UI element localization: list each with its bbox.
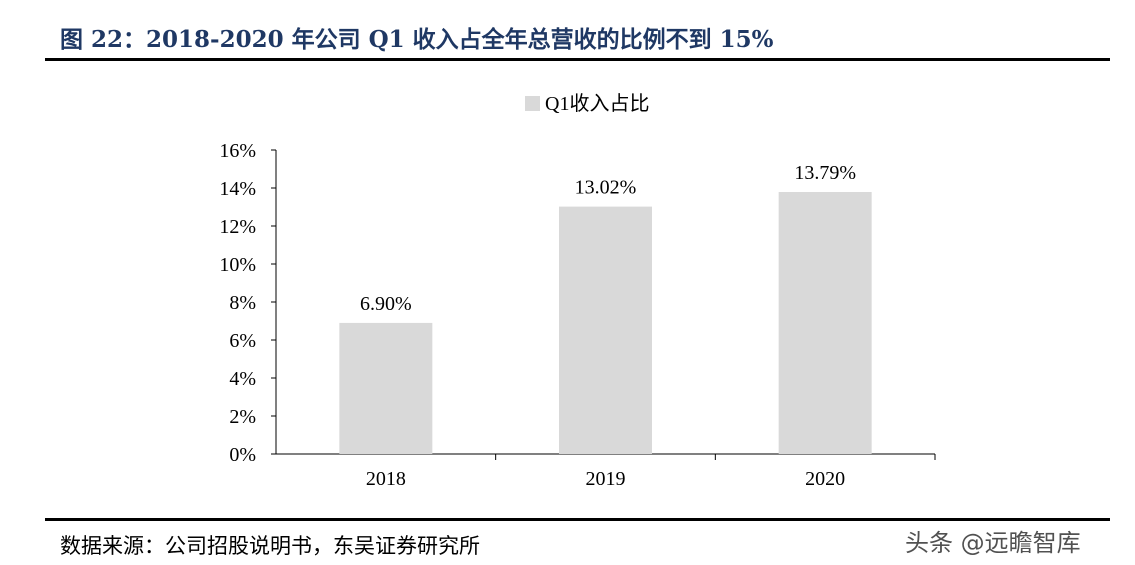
top-divider (45, 58, 1110, 61)
y-tick-label: 10% (219, 254, 256, 276)
x-category-label: 2019 (586, 468, 626, 490)
legend-label: Q1收入占比 (545, 92, 649, 115)
y-tick-label: 6% (229, 330, 256, 352)
bars: 6.90% 13.02% 13.79% (339, 162, 872, 455)
watermark: 头条 @远瞻智库 (905, 529, 1081, 557)
legend-swatch (525, 96, 540, 111)
y-tick-label: 4% (229, 368, 256, 390)
bar-2018 (339, 322, 433, 454)
chart-title: 图 22：2018-2020 年公司 Q1 收入占全年总营收的比例不到 15% (60, 26, 774, 53)
data-label: 6.90% (360, 293, 412, 315)
x-category-label: 2018 (366, 468, 406, 490)
bar-2020 (778, 191, 872, 455)
y-tick-label: 0% (229, 444, 256, 466)
y-tick-label: 16% (219, 140, 256, 162)
data-label: 13.79% (794, 162, 856, 184)
y-tick-label: 2% (229, 406, 256, 428)
x-category-label: 2020 (805, 468, 845, 490)
source-note: 数据来源：公司招股说明书，东吴证券研究所 (60, 534, 480, 558)
data-label: 13.02% (575, 177, 637, 199)
bottom-divider (45, 518, 1110, 521)
legend: Q1收入占比 (525, 92, 649, 115)
y-tick-label: 8% (229, 292, 256, 314)
y-tick-label: 12% (219, 216, 256, 238)
bar-2019 (559, 206, 652, 454)
y-tick-label: 14% (219, 178, 256, 200)
